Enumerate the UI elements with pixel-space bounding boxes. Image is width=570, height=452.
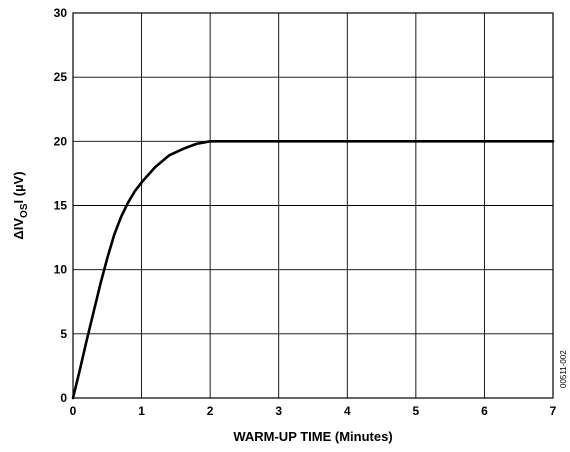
x-tick-label: 0 bbox=[70, 404, 77, 418]
y-axis-title: ΔIVOSI (µV) bbox=[11, 171, 30, 239]
y-tick-label: 5 bbox=[60, 327, 67, 341]
x-tick-label: 3 bbox=[275, 404, 282, 418]
x-axis-ticks: 0 1 2 3 4 5 6 7 bbox=[70, 404, 557, 418]
y-tick-label: 20 bbox=[54, 134, 68, 148]
x-tick-label: 6 bbox=[481, 404, 488, 418]
x-tick-label: 4 bbox=[344, 404, 351, 418]
series-line bbox=[71, 140, 555, 400]
y-axis-title-prefix: ΔIV bbox=[11, 218, 26, 240]
x-tick-label: 5 bbox=[413, 404, 420, 418]
y-axis-title-suffix: I (µV) bbox=[11, 171, 26, 203]
plot-frame bbox=[72, 12, 554, 399]
x-tick-label: 1 bbox=[138, 404, 145, 418]
y-tick-label: 30 bbox=[54, 6, 68, 20]
y-axis-ticks: 0 5 10 15 20 25 30 bbox=[54, 6, 68, 405]
x-tick-label: 7 bbox=[550, 404, 557, 418]
x-tick-label: 2 bbox=[207, 404, 214, 418]
y-tick-label: 0 bbox=[60, 391, 67, 405]
y-axis-title-subscript: OS bbox=[19, 203, 30, 218]
x-axis-title: WARM-UP TIME (Minutes) bbox=[233, 429, 392, 444]
y-tick-label: 15 bbox=[54, 199, 68, 213]
figure-id: 00511-002 bbox=[559, 350, 568, 388]
y-tick-label: 25 bbox=[54, 70, 68, 84]
y-tick-label: 10 bbox=[54, 263, 68, 277]
grid bbox=[73, 13, 553, 398]
